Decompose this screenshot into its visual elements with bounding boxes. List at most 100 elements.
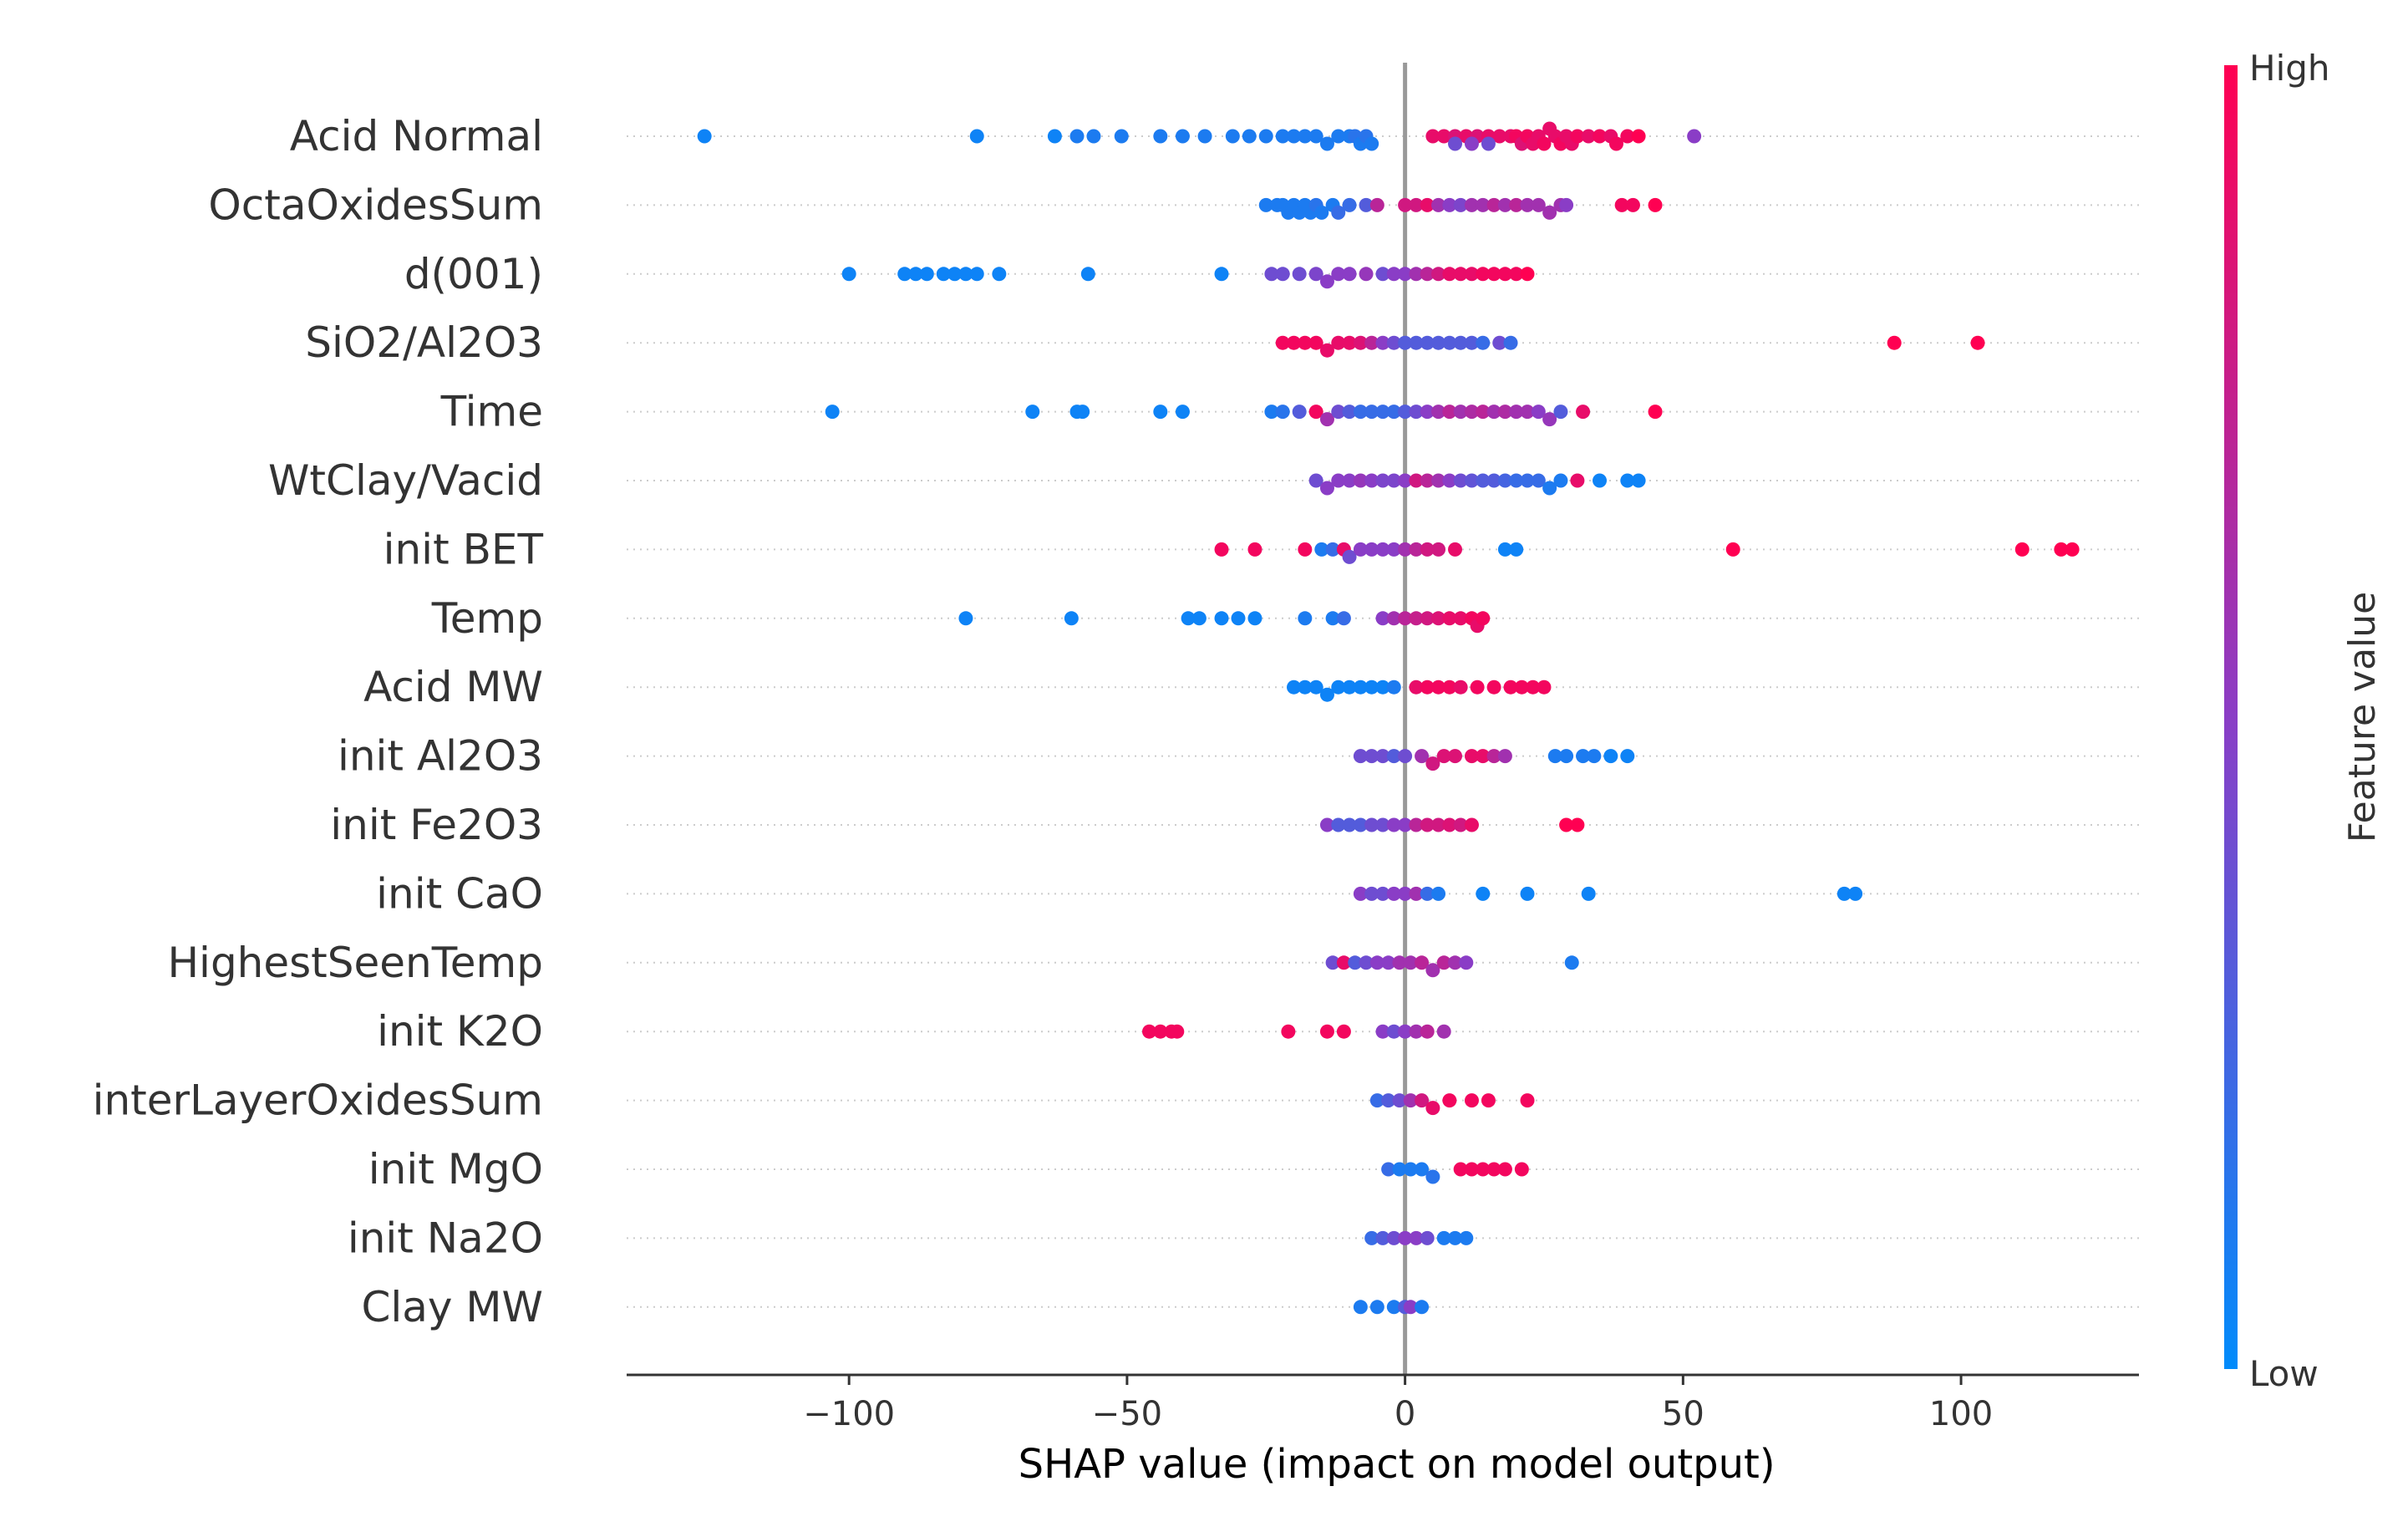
shap-point <box>1353 542 1368 557</box>
shap-point <box>1520 197 1535 212</box>
shap-point <box>992 267 1007 282</box>
shap-point <box>1464 749 1479 764</box>
shap-point <box>1325 955 1340 970</box>
shap-point <box>1409 473 1424 488</box>
feature-label: init MgO <box>368 1145 543 1194</box>
shap-point <box>1386 1300 1401 1315</box>
shap-point <box>1398 749 1413 764</box>
shap-point <box>1476 197 1491 212</box>
shap-point <box>1342 680 1357 695</box>
shap-point <box>1470 680 1485 695</box>
feature-label: Temp <box>431 594 543 643</box>
shap-point <box>1503 335 1518 350</box>
shap-point <box>1292 267 1307 282</box>
shap-point <box>1431 542 1446 557</box>
shap-point <box>1537 136 1552 151</box>
shap-point <box>1409 1230 1424 1245</box>
shap-point <box>1247 611 1262 626</box>
shap-point <box>1520 886 1535 901</box>
shap-point <box>1453 817 1468 832</box>
x-tick-label: −50 <box>1092 1395 1162 1433</box>
shap-point <box>1364 817 1379 832</box>
shap-point <box>1725 542 1740 557</box>
shap-point <box>1359 197 1374 212</box>
shap-point <box>1331 680 1346 695</box>
shap-point <box>1319 817 1334 832</box>
shap-point <box>1603 749 1618 764</box>
shap-point <box>1581 886 1596 901</box>
shap-point <box>1308 335 1323 350</box>
feature-label: SiO2/Al2O3 <box>305 318 543 367</box>
shap-point <box>1492 335 1507 350</box>
shap-point <box>1392 1093 1407 1108</box>
shap-point <box>1442 335 1457 350</box>
shap-point <box>1520 1093 1535 1108</box>
shap-point <box>1476 335 1491 350</box>
shap-point <box>1431 680 1446 695</box>
shap-point <box>1325 611 1340 626</box>
shap-point <box>1553 405 1568 420</box>
shap-point <box>1214 267 1229 282</box>
shap-point <box>1448 1230 1463 1245</box>
shap-point <box>1398 1230 1413 1245</box>
shap-point <box>1325 542 1340 557</box>
shap-point <box>1520 473 1535 488</box>
shap-point <box>1464 473 1479 488</box>
colorbar <box>2224 65 2238 1369</box>
shap-point <box>1459 1230 1474 1245</box>
shap-point <box>1464 267 1479 282</box>
shap-point <box>1175 129 1190 144</box>
shap-point <box>1431 817 1446 832</box>
shap-point <box>1409 680 1424 695</box>
shap-point <box>1576 749 1591 764</box>
shap-point <box>1509 405 1524 420</box>
shap-point <box>1142 1024 1157 1039</box>
shap-point <box>1342 335 1357 350</box>
shap-point <box>1486 1162 1501 1177</box>
shap-point <box>1531 405 1546 420</box>
shap-point <box>1648 197 1663 212</box>
shap-point <box>1319 274 1334 289</box>
shap-point <box>1398 886 1413 901</box>
shap-point <box>1436 1024 1451 1039</box>
shap-point <box>1353 680 1368 695</box>
shap-point <box>1409 611 1424 626</box>
shap-point <box>1492 129 1507 144</box>
shap-point <box>1464 1162 1479 1177</box>
shap-point <box>1386 749 1401 764</box>
shap-point <box>1331 129 1346 144</box>
shap-point <box>958 267 973 282</box>
shap-point <box>1086 129 1101 144</box>
shap-point <box>1264 267 1279 282</box>
shap-point <box>1353 405 1368 420</box>
shap-point <box>1331 817 1346 832</box>
shap-point <box>1364 473 1379 488</box>
shap-point <box>1264 405 1279 420</box>
shap-point <box>1576 405 1591 420</box>
shap-point <box>1453 611 1468 626</box>
shap-point <box>1448 542 1463 557</box>
shap-point <box>1570 473 1585 488</box>
shap-point <box>1476 749 1491 764</box>
shap-point <box>1319 343 1334 358</box>
shap-point <box>1608 136 1623 151</box>
x-tick-label: 100 <box>1929 1395 1993 1433</box>
shap-point <box>1258 197 1273 212</box>
shap-point <box>1025 405 1040 420</box>
shap-point <box>1614 197 1629 212</box>
shap-point <box>1342 267 1357 282</box>
shap-point <box>1181 611 1196 626</box>
shap-point <box>1420 817 1435 832</box>
shap-point <box>1386 1230 1401 1245</box>
shap-point <box>1425 756 1440 771</box>
feature-label: init CaO <box>376 869 543 918</box>
shap-point <box>1431 473 1446 488</box>
x-tick-label: −100 <box>803 1395 895 1433</box>
shap-point <box>969 129 984 144</box>
shap-point <box>1381 955 1396 970</box>
shap-point <box>1425 129 1440 144</box>
shap-point <box>1559 197 1574 212</box>
shap-point <box>1476 267 1491 282</box>
shap-point <box>1375 680 1390 695</box>
shap-point <box>1353 335 1368 350</box>
